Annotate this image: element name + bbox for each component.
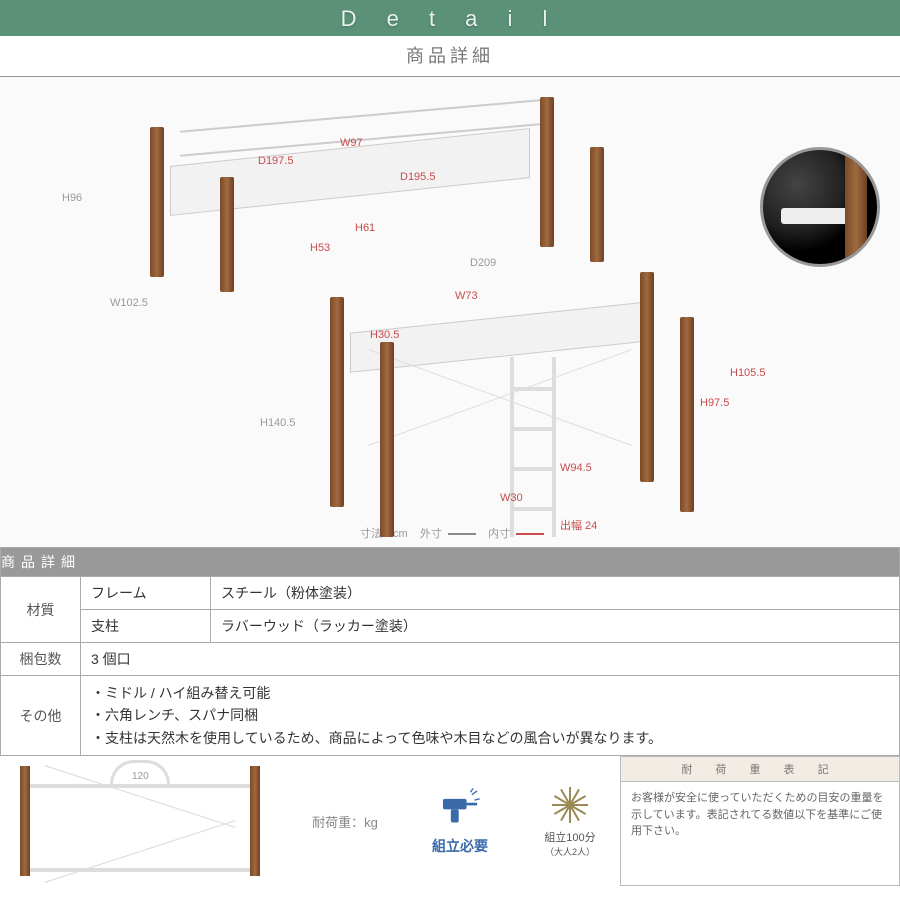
capacity-text: 耐荷重：kg [290,756,400,886]
assembly-block: 組立必要 [400,756,520,886]
row-other-hdr: その他 [1,676,81,756]
joint-detail-inset [760,147,880,267]
mini-load-label: 120 [128,770,153,783]
spec-title: 商品詳細 [1,548,900,577]
dim-out24: 出幅 24 [560,517,597,533]
dim-H30_5: H30.5 [370,329,399,341]
row-post-label: 支柱 [81,610,211,643]
drill-icon [439,787,481,832]
dimension-diagram: H96 W102.5 D197.5 W97 D195.5 H53 H61 D20… [0,77,900,547]
bed-upper [120,107,580,287]
row-other-value: ・ミドル / ハイ組み替え可能 ・六角レンチ、スパナ同梱 ・支柱は天然木を使用し… [81,676,900,756]
legend-outer: 外寸 [420,528,442,540]
dim-W102_5: W102.5 [110,297,148,309]
note-body: お客様が安全に使っていただくための目安の重量を示しています。表記されてる数値以下… [621,782,899,848]
assembly-time-sub: （大人2人） [545,845,595,858]
dim-D209: D209 [470,257,496,269]
row-frame-value: スチール（粉体塗装） [211,577,900,610]
assembly-time-main: 組立100分 [544,829,595,845]
note-header: 耐 荷 重 表 記 [621,757,899,782]
dim-H140_5: H140.5 [260,417,295,429]
dim-H53: H53 [310,242,330,254]
row-post-value: ラバーウッド（ラッカー塗装） [211,610,900,643]
row-pkg-hdr: 梱包数 [1,643,81,676]
assembly-text: 組立必要 [432,836,488,856]
legend-inner: 内寸 [488,528,510,540]
dim-H96: H96 [62,192,82,204]
dim-H105_5: H105.5 [730,367,765,379]
header-english: D e t a i l [0,6,900,32]
bottom-strip: 120 耐荷重：kg 組立必要 [0,756,900,886]
dim-W94_5: W94.5 [560,462,592,474]
dim-H61: H61 [355,222,375,234]
burst-icon [550,785,590,825]
mini-bed-illustration: 120 [0,756,290,886]
bed-lower [310,287,710,527]
row-pkg-value: 3 個口 [81,643,900,676]
dim-W30: W30 [500,492,523,504]
header-band: D e t a i l [0,0,900,36]
row-material-hdr: 材質 [1,577,81,643]
load-notes: 耐 荷 重 表 記 お客様が安全に使っていただくための目安の重量を示しています。… [620,756,900,886]
dim-D197_5: D197.5 [258,155,293,167]
assembly-time-block: 組立100分 （大人2人） [520,756,620,886]
dim-H97_5: H97.5 [700,397,729,409]
row-frame-label: フレーム [81,577,211,610]
dim-W73: W73 [455,290,478,302]
spec-table: 商品詳細 材質 フレーム スチール（粉体塗装） 支柱 ラバーウッド（ラッカー塗装… [0,547,900,756]
header-japanese: 商品詳細 [0,36,900,77]
dim-D195_5: D195.5 [400,171,435,183]
dim-W97: W97 [340,137,363,149]
